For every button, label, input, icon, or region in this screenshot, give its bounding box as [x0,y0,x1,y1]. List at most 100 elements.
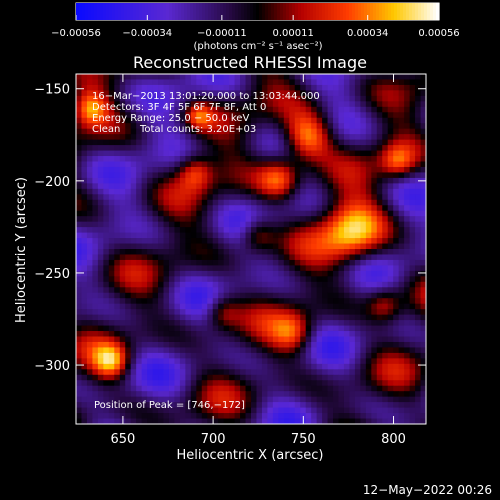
heatmap-cell [338,95,345,102]
heatmap-cell [119,347,126,354]
heatmap-cell [387,210,394,217]
heatmap-cell [294,254,301,261]
heatmap-cell [141,84,148,91]
colorbar-cell [433,3,437,20]
colorbar-cell [175,3,179,20]
heatmap-cell [382,74,389,80]
heatmap-cell [212,221,219,228]
heatmap-cell [81,238,88,244]
heatmap-cell [354,194,361,201]
heatmap-cell [223,292,230,299]
heatmap-cell [393,385,400,392]
heatmap-cell [212,298,219,305]
heatmap-cell [207,380,214,387]
heatmap-cell [376,347,383,354]
heatmap-cell [119,216,126,223]
heatmap-cell [158,232,164,239]
heatmap-cell [415,281,421,288]
heatmap-cell [201,281,208,288]
heatmap-cell [415,336,421,343]
heatmap-cell [338,238,345,244]
heatmap-cell [168,402,175,408]
heatmap-cell [141,276,148,283]
heatmap-cell [168,418,175,424]
heatmap-cell [376,325,383,332]
colorbar-cell [151,3,155,20]
heatmap-cell [114,259,121,266]
heatmap-cell [322,331,328,337]
heatmap-cell [261,145,268,151]
heatmap-cell [201,123,208,130]
heatmap-cell [289,232,296,239]
heatmap-cell [179,166,186,173]
heatmap-cell [415,123,421,130]
heatmap-cell [245,117,252,124]
heatmap-cell [278,177,285,184]
heatmap-cell [251,205,257,212]
heatmap-cell [311,84,318,91]
heatmap-cell [92,369,99,376]
heatmap-cell [76,385,82,392]
colorbar-cell [100,3,104,20]
heatmap-cell [97,95,104,102]
heatmap-cell [267,172,274,179]
heatmap-cell [201,238,208,244]
heatmap-cell [125,79,132,86]
heatmap-cell [267,341,274,348]
heatmap-cell [327,380,334,387]
heatmap-cell [179,74,186,80]
heatmap-cell [316,314,323,321]
heatmap-cell [136,101,143,108]
heatmap-cell [218,276,225,283]
heatmap-cell [229,336,235,343]
heatmap-cell [272,391,279,398]
heatmap-cell [190,314,197,321]
heatmap-cell [387,95,394,102]
heatmap-cell [420,341,426,348]
heatmap-cell [278,194,285,201]
heatmap-cell [245,385,252,392]
heatmap-cell [393,134,400,141]
heatmap-cell [119,303,126,310]
heatmap-cell [229,276,235,283]
heatmap-cell [245,134,252,141]
heatmap-cell [179,407,186,414]
heatmap-cell [300,347,307,354]
heatmap-cell [147,303,153,310]
heatmap-cell [174,270,181,277]
heatmap-cell [158,287,164,294]
colorbar-cell [271,3,275,20]
heatmap-cell [223,374,230,381]
heatmap-cell [86,188,93,195]
heatmap-cell [420,183,426,190]
heatmap-cell [97,265,104,272]
heatmap-cell [168,325,175,332]
heatmap-cell [125,331,132,337]
heatmap-cell [251,112,257,119]
heatmap-cell [108,309,115,316]
colorbar-cell [328,3,332,20]
heatmap-cell [349,320,356,326]
heatmap-cell [420,259,426,266]
heatmap-cell [409,303,416,310]
heatmap-cell [316,341,323,348]
heatmap-cell [212,183,219,190]
heatmap-cell [207,385,214,392]
heatmap-cell [305,287,312,294]
heatmap-cell [398,270,405,277]
heatmap-cell [147,134,153,141]
heatmap-cell [168,243,175,250]
heatmap-cell [119,309,126,316]
heatmap-cell [229,205,235,212]
heatmap-cell [103,281,110,288]
heatmap-cell [272,281,279,288]
heatmap-cell [130,407,137,414]
heatmap-cell [382,123,389,130]
heatmap-cell [289,101,296,108]
heatmap-cell [409,270,416,277]
heatmap-cell [212,374,219,381]
heatmap-cell [294,134,301,141]
heatmap-cell [294,101,301,108]
heatmap-cell [404,166,410,173]
heatmap-cell [305,396,312,403]
